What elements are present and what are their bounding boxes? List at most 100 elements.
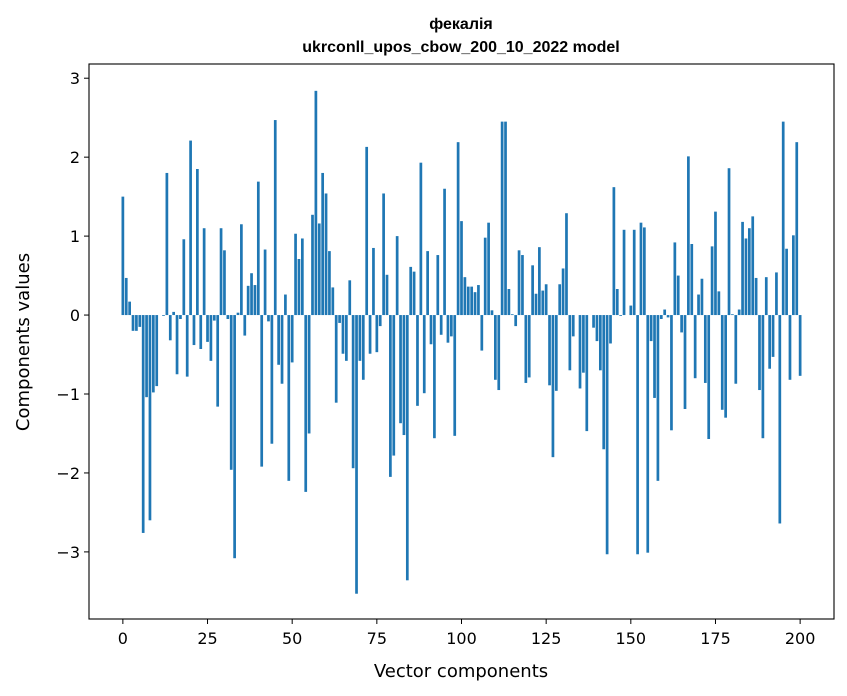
bar — [551, 315, 555, 458]
bar — [561, 268, 565, 316]
bar — [758, 315, 761, 391]
bar — [436, 255, 440, 316]
bar — [304, 315, 308, 492]
bar — [378, 315, 382, 327]
bar — [148, 315, 152, 521]
y-tick-label: −1 — [56, 385, 80, 404]
bars — [121, 90, 802, 594]
bar — [466, 286, 470, 316]
bar — [331, 287, 335, 316]
bar — [595, 315, 599, 342]
bar — [531, 265, 534, 316]
bar — [795, 142, 799, 316]
bar — [643, 227, 646, 316]
bar — [223, 250, 226, 316]
bar — [300, 238, 304, 316]
bar — [124, 277, 128, 316]
bar — [544, 284, 548, 316]
bar — [612, 187, 616, 316]
bar — [240, 224, 243, 316]
bar — [297, 259, 301, 316]
bar — [270, 315, 274, 444]
bar — [165, 172, 169, 316]
bar — [446, 315, 450, 343]
bar — [341, 315, 345, 354]
bar — [355, 315, 358, 594]
bar — [792, 235, 795, 316]
x-tick-label: 150 — [616, 629, 647, 648]
bar — [189, 140, 192, 316]
x-tick-label: 125 — [531, 629, 562, 648]
chart-subtitle: ukrconll_upos_cbow_200_10_2022 model — [302, 39, 619, 56]
y-tick-label: −3 — [56, 543, 80, 562]
bar — [273, 120, 277, 316]
bar — [734, 315, 738, 384]
bar — [565, 213, 568, 316]
bar — [602, 315, 606, 450]
bar — [473, 292, 477, 316]
x-tick-label: 100 — [446, 629, 477, 648]
x-tick-label: 25 — [197, 629, 217, 648]
bar — [571, 315, 575, 337]
bar — [548, 315, 551, 386]
bar — [680, 315, 683, 333]
bar — [568, 315, 572, 371]
bar — [517, 250, 521, 316]
bar — [256, 181, 260, 316]
bar — [598, 315, 602, 371]
bar — [615, 289, 619, 316]
bar — [307, 315, 311, 434]
bar — [710, 246, 714, 316]
x-tick-label: 0 — [118, 629, 128, 648]
bar — [683, 315, 687, 409]
bar — [358, 315, 362, 361]
bar — [392, 315, 396, 456]
bar — [609, 315, 612, 344]
bar — [798, 315, 802, 376]
bar — [717, 291, 721, 316]
bar — [666, 315, 670, 318]
bar — [422, 315, 426, 394]
bar — [524, 315, 528, 383]
bar — [449, 315, 453, 337]
bar — [771, 315, 775, 357]
bar — [246, 285, 250, 316]
bar — [138, 315, 142, 327]
bar — [480, 315, 484, 351]
bar — [487, 222, 490, 316]
bar — [720, 315, 724, 410]
bar — [162, 315, 165, 316]
bar — [280, 315, 284, 384]
bar — [175, 315, 179, 375]
bar — [277, 315, 280, 365]
y-tick-label: 0 — [70, 306, 80, 325]
bar — [145, 315, 148, 398]
bar — [439, 315, 443, 335]
bar — [646, 315, 650, 553]
bar — [578, 315, 582, 389]
x-tick-label: 175 — [700, 629, 731, 648]
bar — [690, 244, 694, 316]
bar — [500, 121, 504, 316]
bar — [761, 315, 765, 439]
bar — [622, 229, 626, 316]
bar — [365, 146, 369, 316]
bar — [477, 285, 480, 316]
y-axis-ticks: −3 −2 −1 0 1 2 3 — [56, 69, 89, 562]
bar — [243, 315, 247, 336]
bar — [321, 172, 325, 316]
bar — [199, 315, 203, 349]
bar — [534, 293, 538, 316]
bar — [368, 315, 372, 354]
bar — [558, 284, 562, 316]
bar — [182, 239, 186, 316]
bar — [582, 315, 585, 373]
bar — [155, 315, 159, 387]
bar — [202, 228, 206, 316]
bar — [311, 214, 314, 316]
bar — [747, 228, 751, 316]
bar — [605, 315, 609, 555]
bar — [632, 229, 636, 316]
x-tick-label: 50 — [282, 629, 302, 648]
